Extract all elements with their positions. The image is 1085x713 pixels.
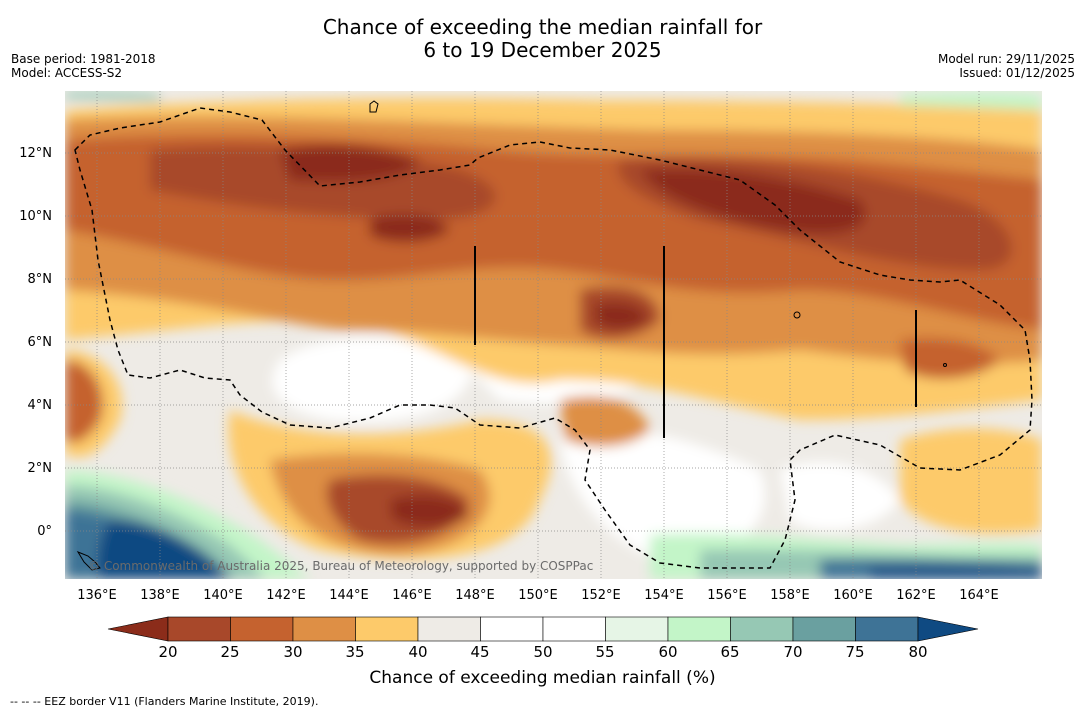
colorbar-tick: 50 xyxy=(533,643,553,661)
colorbar-swatch xyxy=(480,616,544,642)
lon-tick: 152°E xyxy=(581,588,621,603)
lon-tick: 142°E xyxy=(266,588,306,603)
colorbar-tick: 80 xyxy=(908,643,928,661)
colorbar-tick: 25 xyxy=(220,643,240,661)
eez-footnote: -- -- -- EEZ border V11 (Flanders Marine… xyxy=(10,695,319,708)
lon-tick: 156°E xyxy=(707,588,747,603)
colorbar-tick: 40 xyxy=(408,643,428,661)
lat-tick: 12°N xyxy=(19,146,52,161)
lat-tick: 6°N xyxy=(27,335,53,350)
lon-tick: 162°E xyxy=(896,588,936,603)
colorbar-swatch xyxy=(667,616,731,642)
colorbar-swatch xyxy=(730,616,794,642)
colorbar-swatch xyxy=(855,616,919,642)
colorbar-swatch xyxy=(292,616,356,642)
lat-tick: 2°N xyxy=(27,461,53,476)
island-chains xyxy=(474,246,917,438)
chart-title-line2: 6 to 19 December 2025 xyxy=(423,38,662,62)
colorbar-tick: 30 xyxy=(283,643,303,661)
lon-tick: 138°E xyxy=(140,588,180,603)
lon-tick: 160°E xyxy=(833,588,873,603)
lon-tick: 164°E xyxy=(959,588,999,603)
lon-tick: 158°E xyxy=(770,588,810,603)
model-run-label: Model run: 29/11/2025 xyxy=(937,52,1075,66)
issued-label: Issued: 01/12/2025 xyxy=(959,66,1075,80)
islands xyxy=(76,100,947,571)
colorbar-swatch xyxy=(417,616,481,642)
lon-tick: 144°E xyxy=(329,588,369,603)
colorbar-swatch xyxy=(605,616,669,642)
chart-title-line1: Chance of exceeding the median rainfall … xyxy=(322,15,763,39)
colorbar-tick: 75 xyxy=(845,643,865,661)
lat-tick: 10°N xyxy=(19,209,52,224)
colorbar-tick: 35 xyxy=(345,643,365,661)
colorbar-extend-high xyxy=(917,616,979,642)
colorbar-swatch xyxy=(542,616,606,642)
lon-tick: 136°E xyxy=(77,588,117,603)
lat-tick: 0° xyxy=(37,524,52,539)
colorbar-extend-low xyxy=(107,616,169,642)
lon-tick: 146°E xyxy=(392,588,432,603)
lat-tick: 4°N xyxy=(27,398,53,413)
colorbar-tick: 60 xyxy=(658,643,678,661)
model-label: Model: ACCESS-S2 xyxy=(11,66,123,80)
colorbar-swatch xyxy=(167,616,231,642)
colorbar-swatch xyxy=(230,616,294,642)
lat-tick: 8°N xyxy=(27,272,53,287)
colorbar-tick: 65 xyxy=(720,643,740,661)
lon-tick: 148°E xyxy=(455,588,495,603)
copyright-notice: © Commonwealth of Australia 2025, Bureau… xyxy=(88,559,594,573)
colorbar xyxy=(107,616,979,642)
base-period-label: Base period: 1981-2018 xyxy=(11,52,156,66)
lon-tick: 154°E xyxy=(644,588,684,603)
eez-border xyxy=(74,107,1033,569)
colorbar-swatch xyxy=(792,616,856,642)
colorbar-title: Chance of exceeding median rainfall (%) xyxy=(369,668,716,688)
lon-tick: 140°E xyxy=(203,588,243,603)
colorbar-tick: 20 xyxy=(158,643,178,661)
colorbar-tick: 70 xyxy=(783,643,803,661)
colorbar-tick: 45 xyxy=(470,643,490,661)
lon-tick: 150°E xyxy=(518,588,558,603)
colorbar-tick: 55 xyxy=(595,643,615,661)
colorbar-swatch xyxy=(355,616,419,642)
map-contour-fill xyxy=(65,91,1042,579)
